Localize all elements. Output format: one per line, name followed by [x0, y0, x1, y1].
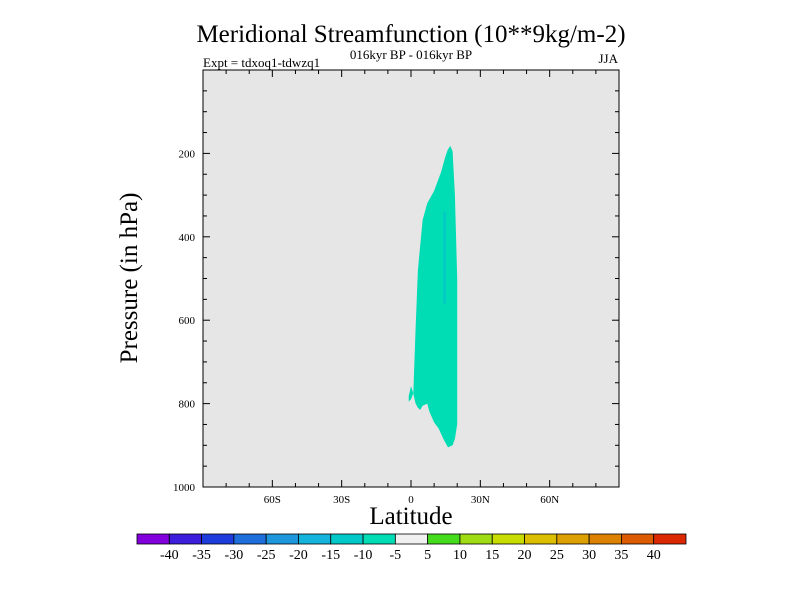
y-tick-label: 200 — [179, 148, 196, 160]
colorbar-label: -30 — [225, 548, 244, 563]
colorbar-swatch — [491, 533, 525, 545]
colorbar-label: 5 — [424, 548, 431, 563]
y-tick-label: 400 — [179, 232, 196, 244]
colorbar-swatch — [168, 533, 202, 545]
colorbar-label: 15 — [485, 548, 499, 563]
plot-area — [203, 70, 619, 487]
colorbar-swatch — [136, 533, 170, 545]
colorbar-label: -20 — [289, 548, 308, 563]
colorbar-label: -25 — [257, 548, 276, 563]
contour-region-0 — [413, 145, 458, 448]
colorbar-label: 25 — [550, 548, 564, 563]
contour-region-1 — [408, 386, 414, 402]
colorbar-label: 10 — [453, 548, 467, 563]
y-tick-label: 1000 — [173, 482, 196, 494]
colorbar-label: 35 — [614, 548, 628, 563]
y-tick-label: 600 — [179, 315, 196, 327]
colorbar-label: 30 — [582, 548, 596, 563]
colorbar-label: -15 — [321, 548, 340, 563]
colorbar: -40 -35 -30 -25 -20 -15 -10 -5 5 10 15 20 25 30 35 40 — [136, 533, 687, 563]
y-axis-title: Pressure (in hPa) — [116, 193, 143, 364]
chart-title: Meridional Streamfunction (10**9kg/m-2) — [196, 21, 625, 48]
colorbar-swatch — [362, 533, 396, 545]
x-tick-label: 60S — [264, 494, 281, 506]
x-tick-label: 60N — [540, 494, 559, 506]
colorbar-swatch — [265, 533, 299, 545]
colorbar-swatch — [524, 533, 558, 545]
colorbar-label: 40 — [647, 548, 661, 563]
colorbar-label: -5 — [390, 548, 402, 563]
colorbar-label: -35 — [192, 548, 211, 563]
x-tick-label: 30S — [333, 494, 350, 506]
contour-regions — [408, 145, 458, 448]
colorbar-swatch — [298, 533, 332, 545]
colorbar-swatch — [201, 533, 235, 545]
colorbar-swatch — [556, 533, 590, 545]
x-tick-label: 30N — [471, 494, 490, 506]
x-tick-label: 0 — [408, 494, 414, 506]
y-tick-label: 800 — [179, 399, 196, 411]
colorbar-swatch — [621, 533, 655, 545]
colorbar-swatch — [330, 533, 364, 545]
experiment-label: Expt = tdxoq1-tdwzq1 — [203, 55, 320, 70]
season-label: JJA — [598, 51, 618, 66]
colorbar-swatch — [588, 533, 622, 545]
time-range-label: 016kyr BP - 016kyr BP — [350, 47, 472, 62]
colorbar-swatch — [233, 533, 267, 545]
colorbar-label: -10 — [354, 548, 373, 563]
colorbar-swatch — [653, 533, 687, 545]
colorbar-label: -40 — [160, 548, 179, 563]
axis-ticks: 200 400 600 800 1000 60S 30S 0 30N 60N — [173, 70, 619, 506]
plot-background — [203, 70, 619, 487]
colorbar-label: 20 — [518, 548, 532, 563]
colorbar-swatch — [427, 533, 461, 545]
x-axis-title: Latitude — [369, 503, 452, 530]
colorbar-swatch — [394, 533, 429, 545]
contour-region-2 — [443, 211, 446, 304]
colorbar-swatch — [459, 533, 493, 545]
